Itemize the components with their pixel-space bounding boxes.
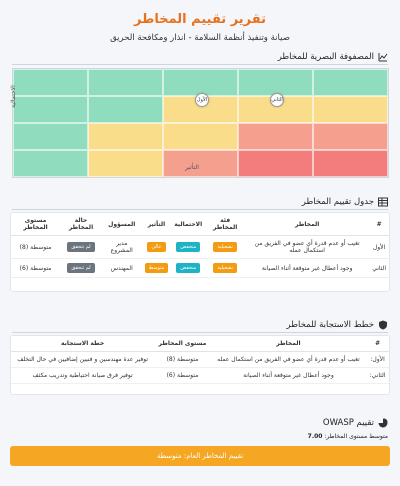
col-risk: المخاطر [210, 336, 367, 352]
assessment-divider [12, 209, 388, 210]
row-level: متوسطة (8) [154, 351, 211, 368]
matrix-y-axis-label: الاحتمالية [10, 85, 17, 108]
pie-chart-icon [378, 418, 388, 428]
status-badge: لم تتحقق [67, 242, 95, 252]
col-num: # [369, 213, 389, 236]
page-subtitle: صيانة وتنفيذ أنظمة السلامة - انذار ومكاف… [110, 33, 290, 43]
impact-badge: متوسط [144, 263, 169, 273]
matrix-cell [13, 123, 88, 150]
risk-marker-2[interactable]: الثاني [270, 93, 284, 107]
matrix-cell [88, 123, 163, 150]
assessment-table: # المخاطر فئة المخاطر الاحتمالية التأثير… [11, 213, 389, 278]
row-owner: المهندس [101, 258, 142, 278]
category-badge: تشغيلية [213, 263, 237, 273]
col-impact: التأثير [141, 213, 172, 236]
row-risk: تغيب أو عدم قدرة أي عضو في الفريق من است… [210, 351, 367, 368]
table-row: الأول: تغيب أو عدم قدرة أي عضو في الفريق… [11, 351, 389, 368]
owasp-average: متوسط مستوى المخاطر: 7.00 [308, 433, 388, 440]
matrix-cell [313, 123, 388, 150]
matrix-cell [163, 69, 238, 96]
owasp-average-label: متوسط مستوى المخاطر: [324, 433, 388, 440]
row-risk: وجود أعطال غير متوقعة أثناء الصيانة [245, 258, 370, 278]
col-status: حالة المخاطر [60, 213, 102, 236]
col-probability: الاحتمالية [171, 213, 206, 236]
row-owner: مدير المشروع [101, 235, 142, 259]
matrix-cell [13, 69, 88, 96]
matrix-cell [313, 150, 388, 177]
col-owner: المسؤول [101, 213, 142, 236]
assessment-heading-text: جدول تقييم المخاطر [301, 197, 374, 207]
matrix-cell [88, 69, 163, 96]
row-num: الثاني: [366, 367, 389, 384]
col-plan: خطة الاستجابة [11, 336, 155, 352]
probability-badge: منخفض [176, 263, 201, 273]
matrix-cell [13, 150, 88, 177]
table-row: الأول تغيب أو عدم قدرة أي عضو في الفريق … [11, 235, 389, 259]
response-divider [12, 332, 388, 333]
response-header-row: # المخاطر مستوى المخاطر خطة الاستجابة [11, 336, 389, 352]
col-category: فئة المخاطر [205, 213, 246, 236]
line-chart-icon [378, 52, 388, 62]
matrix-cell [13, 96, 88, 123]
risk-marker-1[interactable]: الأول [195, 93, 209, 107]
matrix-cell [163, 150, 238, 177]
table-row: الثاني: وجود أعطال غير متوقعة أثناء الصي… [11, 367, 389, 384]
row-level: متوسطة (8) [11, 235, 61, 259]
response-heading-text: خطط الاستجابة للمخاطر [286, 320, 374, 330]
response-table: # المخاطر مستوى المخاطر خطة الاستجابة ال… [11, 336, 389, 384]
shield-icon [378, 320, 388, 330]
row-num: الثاني [369, 258, 389, 278]
owasp-heading: تقييم OWASP [12, 418, 388, 428]
assessment-header-row: # المخاطر فئة المخاطر الاحتمالية التأثير… [11, 213, 389, 236]
response-table-card: # المخاطر مستوى المخاطر خطة الاستجابة ال… [10, 335, 390, 395]
page-title: تقرير تقييم المخاطر [133, 12, 267, 27]
matrix-cell [163, 123, 238, 150]
matrix-heading: المصفوفة البصرية للمخاطر [12, 52, 388, 62]
matrix-cell [313, 69, 388, 96]
matrix-divider [12, 64, 388, 65]
table-icon [378, 197, 388, 207]
risk-matrix [12, 68, 389, 178]
response-heading: خطط الاستجابة للمخاطر [12, 320, 388, 330]
matrix-cell [88, 96, 163, 123]
owasp-heading-text: تقييم OWASP [322, 418, 374, 428]
col-level: مستوى المخاطر [11, 213, 61, 236]
row-risk: تغيب أو عدم قدرة أي عضو في الفريق من است… [245, 235, 370, 259]
matrix-cell [238, 69, 313, 96]
row-num: الأول: [366, 351, 389, 368]
category-badge: تشغيلية [213, 242, 237, 252]
row-num: الأول [369, 235, 389, 259]
probability-badge: منخفض [176, 242, 201, 252]
row-plan: توفير عدة مهندسين و فنيين إضافيين في حال… [11, 351, 155, 368]
impact-badge: عالي [147, 242, 166, 252]
row-level: متوسطة (6) [154, 367, 211, 384]
overall-risk-banner: تقييم المخاطر العام: متوسطة [10, 446, 390, 466]
col-risk: المخاطر [245, 213, 370, 236]
assessment-table-card: # المخاطر فئة المخاطر الاحتمالية التأثير… [10, 212, 390, 292]
table-row: الثاني وجود أعطال غير متوقعة أثناء الصيا… [11, 258, 389, 278]
row-plan: توفير فرق صيانة احتياطية وتدريب مكثف [11, 367, 155, 384]
owasp-average-value: 7.00 [307, 433, 323, 440]
status-badge: لم تتحقق [67, 263, 95, 273]
row-risk: وجود أعطال غير متوقعة أثناء الصيانة [210, 367, 367, 384]
col-num: # [366, 336, 389, 352]
col-level: مستوى المخاطر [154, 336, 211, 352]
matrix-cell [238, 123, 313, 150]
row-level: متوسطة (6) [11, 258, 61, 278]
matrix-cell [238, 150, 313, 177]
assessment-heading: جدول تقييم المخاطر [12, 197, 388, 207]
matrix-cell [88, 150, 163, 177]
matrix-x-axis-label: التأثير [185, 164, 199, 171]
matrix-heading-text: المصفوفة البصرية للمخاطر [277, 52, 374, 62]
matrix-cell [313, 96, 388, 123]
